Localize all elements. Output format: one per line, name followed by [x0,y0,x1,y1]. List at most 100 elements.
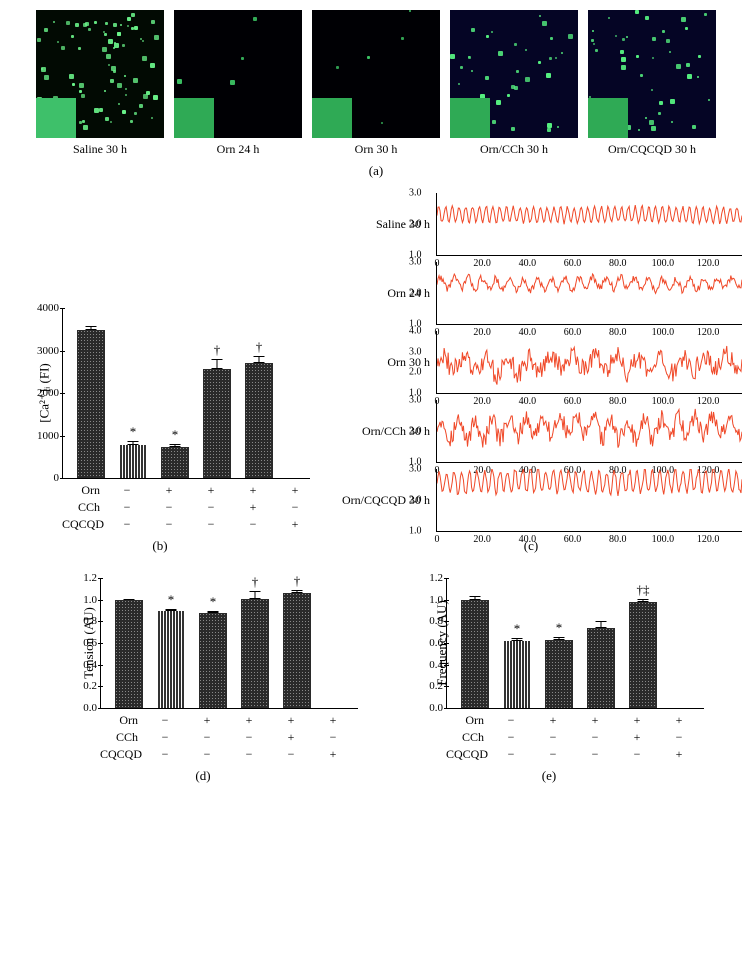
trace-box: 1.02.03.0020.040.060.080.0100.0120.0 [436,400,742,463]
treatment-cell: + [312,713,354,728]
treatment-row-label: CQCQD [100,747,144,762]
traces-container: Saline 30 h1.02.03.0020.040.060.080.0100… [320,193,742,532]
micrograph-wrap: Orn 30 h [312,10,440,157]
treatment-cell: − [144,713,186,728]
trace-row: Orn 30 h1.02.03.04.0020.040.060.080.0100… [320,331,742,394]
bar [587,628,615,708]
treatment-cell: + [532,713,574,728]
treatment-cell: + [658,713,700,728]
row-bc: [Ca²⁺]ᵢ (FI) 01000200030004000 **†† Orn−… [10,193,742,568]
treatment-row-label: Orn [100,713,144,728]
micrograph [312,10,440,138]
micrograph-label: Orn/CQCQD 30 h [608,142,696,157]
micrograph [588,10,716,138]
treatment-row-label: CCh [100,730,144,745]
trace-box: 1.02.03.0020.040.060.080.0100.0120.0 [436,469,742,532]
micrograph [36,10,164,138]
trace-row: Orn/CQCQD 30 h1.02.03.0020.040.060.080.0… [320,469,742,532]
treatment-cell: + [228,713,270,728]
treatment-cell: − [228,730,270,745]
treatment-cell: − [658,730,700,745]
treatment-cell: − [274,500,316,515]
micrograph-wrap: Saline 30 h [36,10,164,157]
trace-row: Orn 24 h1.02.03.0020.040.060.080.0100.01… [320,262,742,325]
treatment-cell: − [106,517,148,532]
treatment-cell: + [148,483,190,498]
bar: * [161,447,189,478]
treatment-grid-e: Orn−++++CCh−−−+−CQCQD−−−−+ [446,713,704,762]
bar [461,600,489,708]
micrograph-inset [36,98,76,138]
treatment-row-label: CQCQD [62,517,106,532]
micrograph-wrap: Orn/CCh 30 h [450,10,578,157]
treatment-cell: − [144,730,186,745]
yticks-b: 01000200030004000 [23,308,59,478]
treatment-cell: + [616,730,658,745]
treatment-cell: − [574,747,616,762]
treatment-cell: − [186,730,228,745]
treatment-cell: + [658,747,700,762]
bar [115,600,143,708]
bar [77,330,105,478]
trace-row: Saline 30 h1.02.03.0020.040.060.080.0100… [320,193,742,256]
micrograph [174,10,302,138]
bar: † [283,593,311,708]
treatment-cell: − [574,730,616,745]
panel-a-letter: (a) [10,163,742,179]
yticks-d: 0.00.20.40.60.81.01.2 [61,578,97,708]
treatment-cell: + [270,713,312,728]
bar: * [545,640,573,708]
micrograph-inset [312,98,352,138]
micrograph-inset [450,98,490,138]
treatment-cell: + [574,713,616,728]
treatment-cell: − [186,747,228,762]
treatment-cell: − [490,747,532,762]
treatment-grid-b: Orn−++++CCh−−−+−CQCQD−−−−+ [62,483,310,532]
treatment-cell: + [270,730,312,745]
micrograph-wrap: Orn 24 h [174,10,302,157]
treatment-cell: − [106,500,148,515]
treatment-cell: − [616,747,658,762]
treatment-cell: − [490,713,532,728]
trace-box: 1.02.03.04.0020.040.060.080.0100.0120.0 [436,331,742,394]
micrograph-inset [174,98,214,138]
panel-b-letter: (b) [10,538,310,554]
bar: * [157,611,185,709]
treatment-cell: − [532,747,574,762]
treatment-cell: − [228,747,270,762]
panel-e-letter: (e) [394,768,704,784]
trace-row: Orn/CCh 30 h1.02.03.0020.040.060.080.010… [320,400,742,463]
treatment-cell: + [274,483,316,498]
treatment-cell: − [232,517,274,532]
treatment-grid-d: Orn−++++CCh−−−+−CQCQD−−−−+ [100,713,358,762]
micrograph [450,10,578,138]
bar: * [199,613,227,708]
treatment-cell: − [490,730,532,745]
treatment-cell: − [148,517,190,532]
treatment-cell: − [312,730,354,745]
treatment-cell: − [532,730,574,745]
panel-c: Saline 30 h1.02.03.0020.040.060.080.0100… [320,193,742,568]
bar: † [203,369,231,478]
panel-d: Tension (AU) 0.00.20.40.60.81.01.2 **†† … [48,578,358,798]
treatment-row-label: Orn [446,713,490,728]
panel-a-row: Saline 30 hOrn 24 h Orn 30 h Orn/CCh 30 h O… [10,10,742,157]
barchart-d: Tension (AU) 0.00.20.40.60.81.01.2 **†† [100,578,358,709]
treatment-cell: − [148,500,190,515]
barchart-b: [Ca²⁺]ᵢ (FI) 01000200030004000 **†† [62,308,310,479]
treatment-cell: + [232,500,274,515]
treatment-cell: + [616,713,658,728]
bar: †‡ [629,602,657,708]
yticks-e: 0.00.20.40.60.81.01.2 [407,578,443,708]
treatment-cell: − [190,500,232,515]
bar: * [119,445,147,478]
micrograph-label: Orn/CCh 30 h [480,142,548,157]
treatment-cell: − [106,483,148,498]
bar: † [241,599,269,708]
micrograph-label: Orn 30 h [355,142,398,157]
treatment-cell: + [190,483,232,498]
panel-b: [Ca²⁺]ᵢ (FI) 01000200030004000 **†† Orn−… [10,308,310,568]
micrograph-inset [588,98,628,138]
trace-box: 1.02.03.0020.040.060.080.0100.0120.0 [436,262,742,325]
treatment-row-label: Orn [62,483,106,498]
